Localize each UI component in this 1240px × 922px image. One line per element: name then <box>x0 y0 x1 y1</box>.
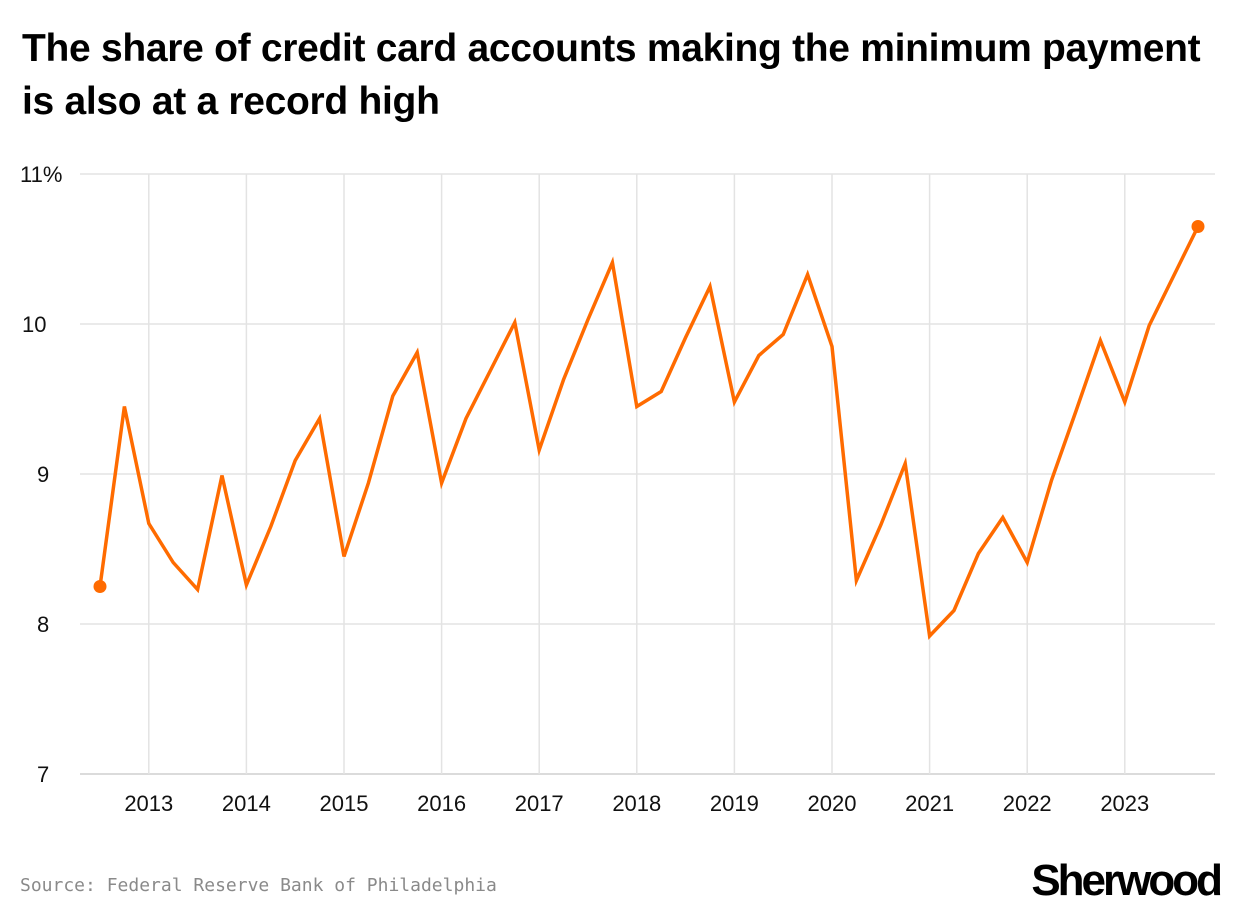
y-axis: 7 8 9 10 11% <box>20 162 62 787</box>
grid <box>80 173 1215 775</box>
source-note: Source: Federal Reserve Bank of Philadel… <box>20 875 497 896</box>
y-tick-label: 9 <box>37 462 49 487</box>
y-tick-label: 11% <box>20 162 62 187</box>
y-tick-label: 8 <box>37 612 49 637</box>
x-tick-label: 2017 <box>515 791 564 816</box>
x-tick-label: 2020 <box>808 791 857 816</box>
end-point <box>1191 220 1205 233</box>
y-tick-label: 10 <box>22 312 46 337</box>
x-axis: 2013 2014 2015 2016 2017 2018 2019 2020 2021 2022… <box>124 791 1149 816</box>
x-tick-label: 2015 <box>320 791 369 816</box>
start-point <box>93 580 107 593</box>
series-line <box>98 225 1200 640</box>
chart-title: The share of credit card accounts making… <box>22 27 1201 123</box>
x-tick-label: 2022 <box>1003 791 1052 816</box>
x-tick-label: 2019 <box>710 791 759 816</box>
series <box>93 220 1205 640</box>
x-tick-label: 2016 <box>417 791 466 816</box>
y-tick-label: 7 <box>37 762 49 787</box>
x-tick-label: 2021 <box>905 791 954 816</box>
x-tick-label: 2023 <box>1100 791 1149 816</box>
x-tick-label: 2018 <box>612 791 661 816</box>
x-tick-label: 2014 <box>222 791 271 816</box>
sherwood-logo: Sherwood <box>1031 856 1223 905</box>
x-tick-label: 2013 <box>124 791 173 816</box>
